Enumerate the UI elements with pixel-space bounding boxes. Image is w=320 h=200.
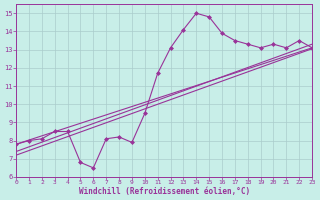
- X-axis label: Windchill (Refroidissement éolien,°C): Windchill (Refroidissement éolien,°C): [78, 187, 250, 196]
